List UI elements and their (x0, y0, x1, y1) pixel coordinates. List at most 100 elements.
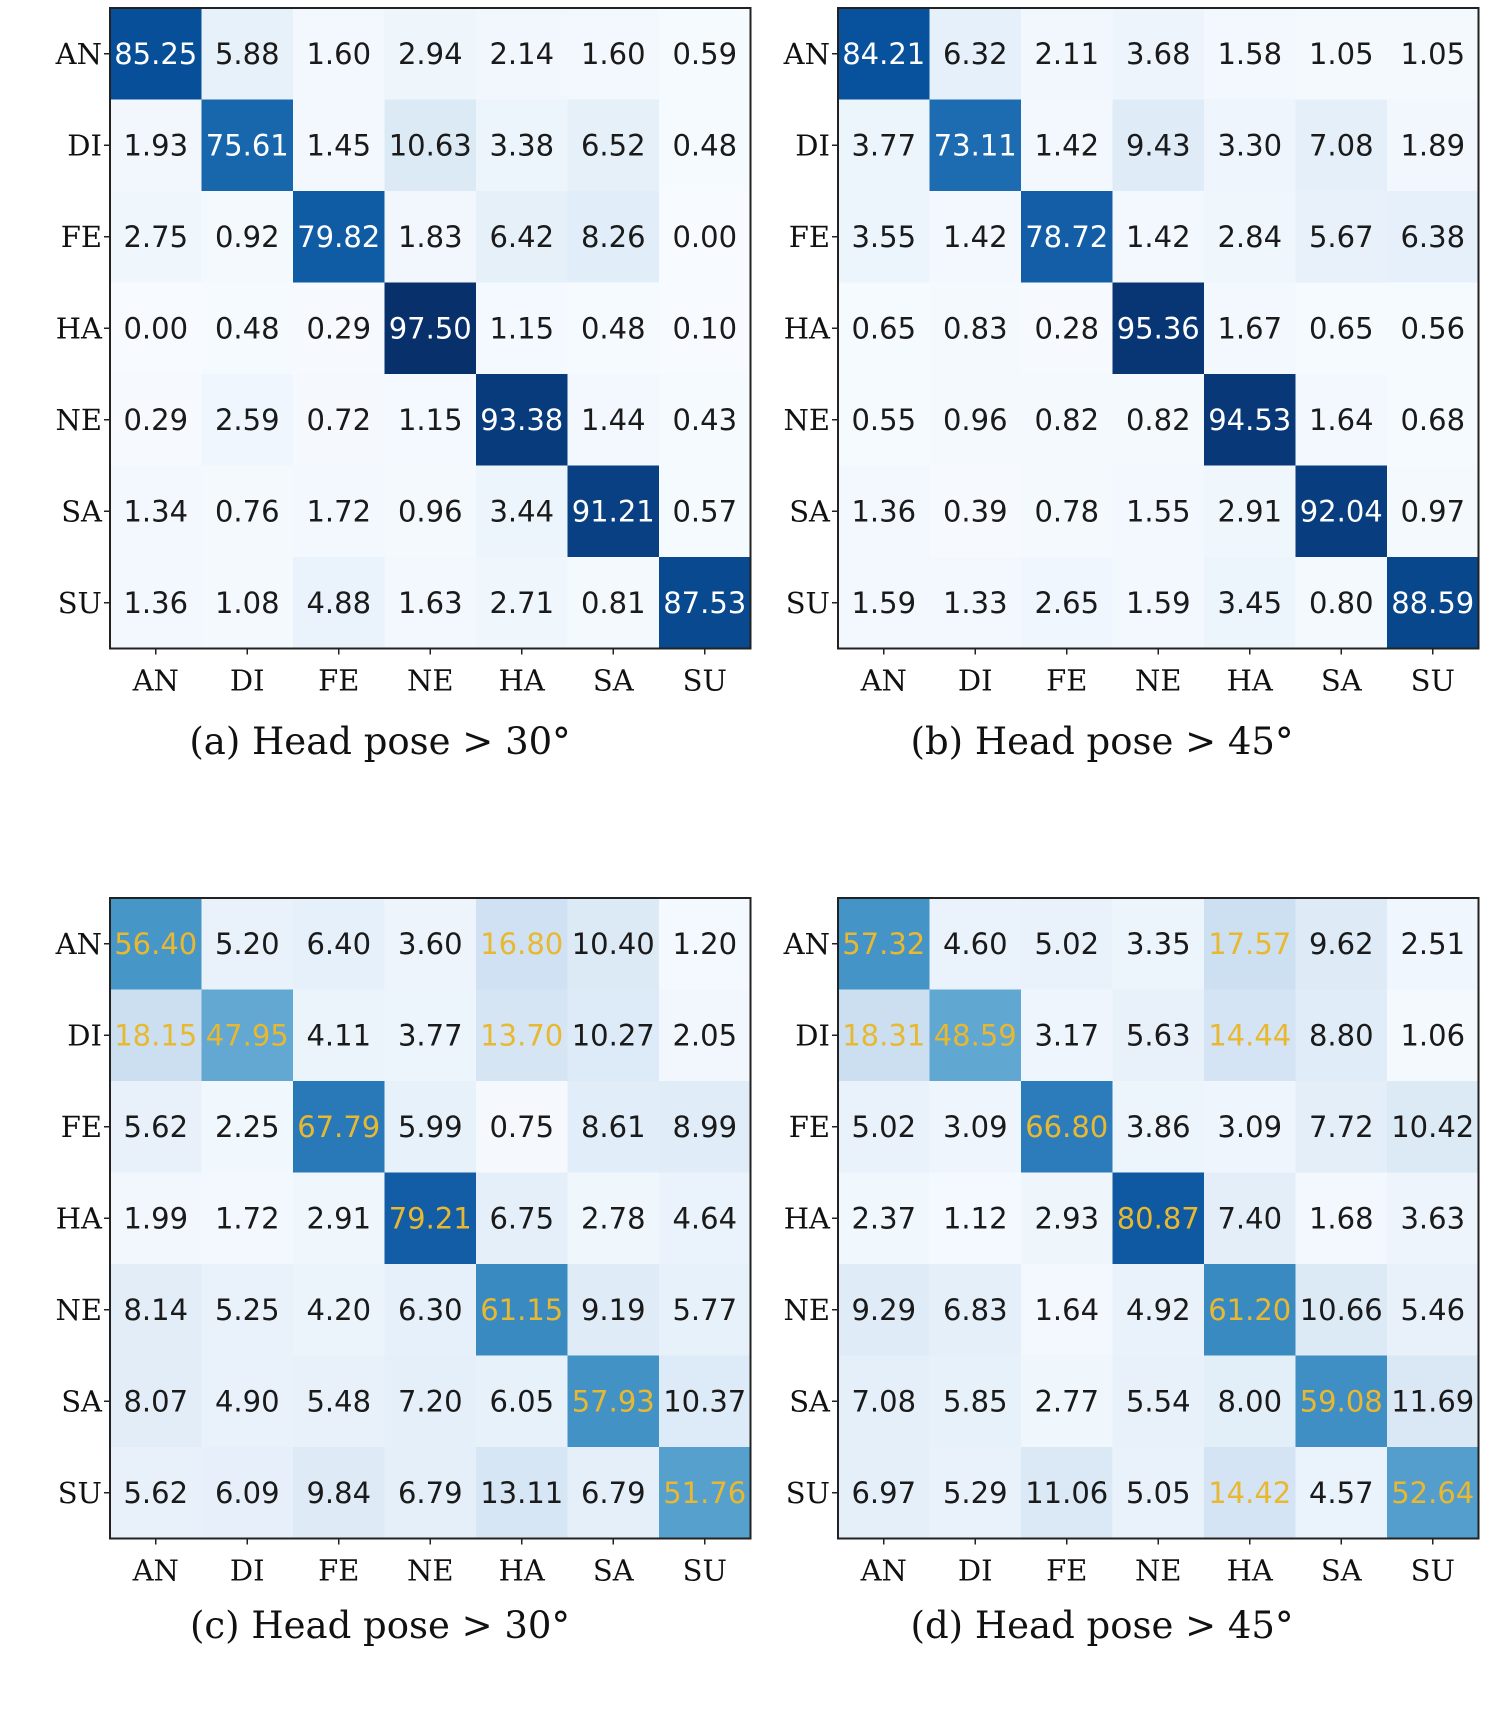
cell-label-di-sa: 7.08 (1309, 128, 1374, 162)
cell-ha-sa (1295, 1172, 1388, 1265)
cell-ne-ha (1204, 1264, 1296, 1356)
cell-ha-ha (476, 282, 568, 375)
cell-ne-di (929, 374, 1022, 466)
cell-label-ne-sa: 10.66 (1300, 1293, 1383, 1327)
cell-ne-su (1387, 374, 1479, 466)
cell-label-an-ha: 2.14 (489, 37, 554, 71)
cell-label-su-ha: 2.71 (489, 586, 554, 620)
cell-di-su (1387, 99, 1479, 192)
cell-label-ha-di: 0.83 (943, 311, 1008, 345)
cell-label-ha-su: 0.10 (672, 311, 737, 345)
cell-su-fe (293, 557, 385, 649)
cell-label-di-sa: 10.27 (572, 1018, 655, 1052)
cell-label-fe-ha: 6.42 (489, 220, 554, 254)
cell-label-an-sa: 10.40 (572, 927, 655, 961)
cell-label-di-fe: 1.45 (306, 128, 371, 162)
y-tick-label-su: SU (58, 1476, 102, 1510)
cell-di-ne (384, 989, 477, 1082)
cell-ne-sa (1295, 374, 1388, 466)
cell-label-ne-an: 9.29 (851, 1293, 916, 1327)
cell-di-sa (567, 989, 660, 1082)
cell-an-sa (1295, 8, 1388, 100)
cell-su-ne (1112, 557, 1205, 649)
y-tick-label-ne: NE (55, 403, 102, 437)
cell-label-di-ne: 10.63 (389, 128, 472, 162)
cell-sa-sa (1295, 1355, 1388, 1448)
cell-label-an-di: 6.32 (943, 37, 1008, 71)
caption-c: (c) Head pose > 30° (190, 1604, 570, 1647)
cell-ha-ha (1204, 282, 1296, 375)
cell-sa-di (201, 1355, 294, 1448)
cell-ne-ha (476, 1264, 568, 1356)
cell-su-an (838, 1447, 930, 1539)
x-tick-label-su: SU (1411, 1554, 1455, 1588)
cell-label-ne-ha: 94.53 (1208, 403, 1291, 437)
cell-label-an-sa: 1.05 (1309, 37, 1374, 71)
cell-di-di (929, 99, 1022, 192)
y-tick-label-ne: NE (783, 1293, 830, 1327)
cell-label-ne-fe: 0.72 (306, 403, 371, 437)
cell-di-di (201, 989, 294, 1082)
cell-label-ha-an: 1.99 (123, 1201, 188, 1235)
caption-d: (d) Head pose > 45° (910, 1604, 1294, 1647)
cell-label-ha-fe: 0.29 (306, 311, 371, 345)
cell-ha-sa (567, 1172, 660, 1265)
cell-label-an-an: 84.21 (842, 37, 925, 71)
cell-ha-sa (1295, 282, 1388, 375)
cell-ha-su (659, 282, 751, 375)
cell-di-an (110, 989, 202, 1082)
caption-a: (a) Head pose > 30° (189, 720, 571, 763)
cell-label-ha-an: 2.37 (851, 1201, 916, 1235)
cell-label-fe-ne: 3.86 (1126, 1110, 1191, 1144)
y-tick-label-ne: NE (783, 403, 830, 437)
cell-su-su (659, 1447, 751, 1539)
cell-di-ha (1204, 99, 1296, 192)
cell-sa-an (110, 1355, 202, 1448)
cell-label-ha-su: 3.63 (1400, 1201, 1465, 1235)
cell-label-di-an: 1.93 (123, 128, 188, 162)
cell-sa-ha (1204, 465, 1296, 558)
cell-an-su (1387, 8, 1479, 100)
cell-label-an-ha: 16.80 (480, 927, 563, 961)
cell-label-fe-an: 5.02 (851, 1110, 916, 1144)
cell-label-ne-di: 5.25 (215, 1293, 280, 1327)
cell-an-di (201, 8, 294, 100)
cell-label-ne-ne: 4.92 (1126, 1293, 1191, 1327)
cell-fe-fe (293, 1081, 385, 1173)
cell-label-ha-sa: 1.68 (1309, 1201, 1374, 1235)
cell-fe-sa (1295, 191, 1388, 283)
cell-label-sa-an: 8.07 (123, 1384, 188, 1418)
cell-label-an-di: 5.88 (215, 37, 280, 71)
cell-su-ha (1204, 557, 1296, 649)
cell-di-fe (293, 989, 385, 1082)
cell-label-ne-su: 5.46 (1400, 1293, 1465, 1327)
x-tick-label-fe: FE (318, 1554, 359, 1588)
cell-label-ha-fe: 2.93 (1034, 1201, 1099, 1235)
cell-ne-fe (1021, 374, 1113, 466)
cell-ne-an (838, 1264, 930, 1356)
cell-label-di-di: 73.11 (934, 128, 1017, 162)
cell-sa-fe (293, 1355, 385, 1448)
cell-label-su-ne: 5.05 (1126, 1476, 1191, 1510)
cell-label-di-fe: 4.11 (306, 1018, 371, 1052)
cell-label-sa-su: 10.37 (663, 1384, 746, 1418)
cell-label-su-su: 51.76 (663, 1476, 746, 1510)
cell-ha-su (1387, 282, 1479, 375)
cell-su-su (659, 557, 751, 649)
y-tick-label-su: SU (58, 586, 102, 620)
cell-label-sa-an: 7.08 (851, 1384, 916, 1418)
cell-label-an-su: 0.59 (672, 37, 737, 71)
cell-label-su-fe: 4.88 (306, 586, 371, 620)
cell-label-su-an: 1.59 (851, 586, 916, 620)
cell-label-ne-sa: 9.19 (581, 1293, 646, 1327)
confusion-matrix-b: 84.21 6.32 2.11 3.68 1.58 1.05 1.05 3.77 73.11 1.… (783, 7, 1480, 698)
x-tick-label-su: SU (683, 1554, 727, 1588)
cell-label-ne-fe: 0.82 (1034, 403, 1099, 437)
cell-label-ne-di: 6.83 (943, 1293, 1008, 1327)
x-tick-label-su: SU (683, 664, 727, 698)
cell-fe-su (659, 1081, 751, 1173)
cell-label-ha-an: 0.65 (851, 311, 916, 345)
cell-label-sa-sa: 91.21 (572, 494, 655, 528)
cell-su-di (929, 1447, 1022, 1539)
cell-label-su-an: 6.97 (851, 1476, 916, 1510)
